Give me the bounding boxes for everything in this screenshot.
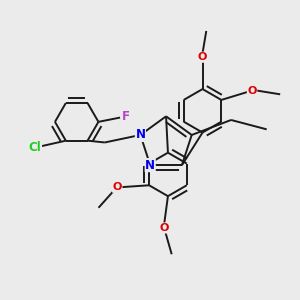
Text: F: F: [122, 110, 129, 123]
Text: Cl: Cl: [29, 141, 41, 154]
Text: N: N: [145, 159, 155, 172]
Text: O: O: [198, 52, 207, 62]
Text: O: O: [112, 182, 122, 192]
Text: O: O: [248, 85, 257, 96]
Text: O: O: [160, 223, 169, 233]
Text: N: N: [135, 128, 146, 142]
